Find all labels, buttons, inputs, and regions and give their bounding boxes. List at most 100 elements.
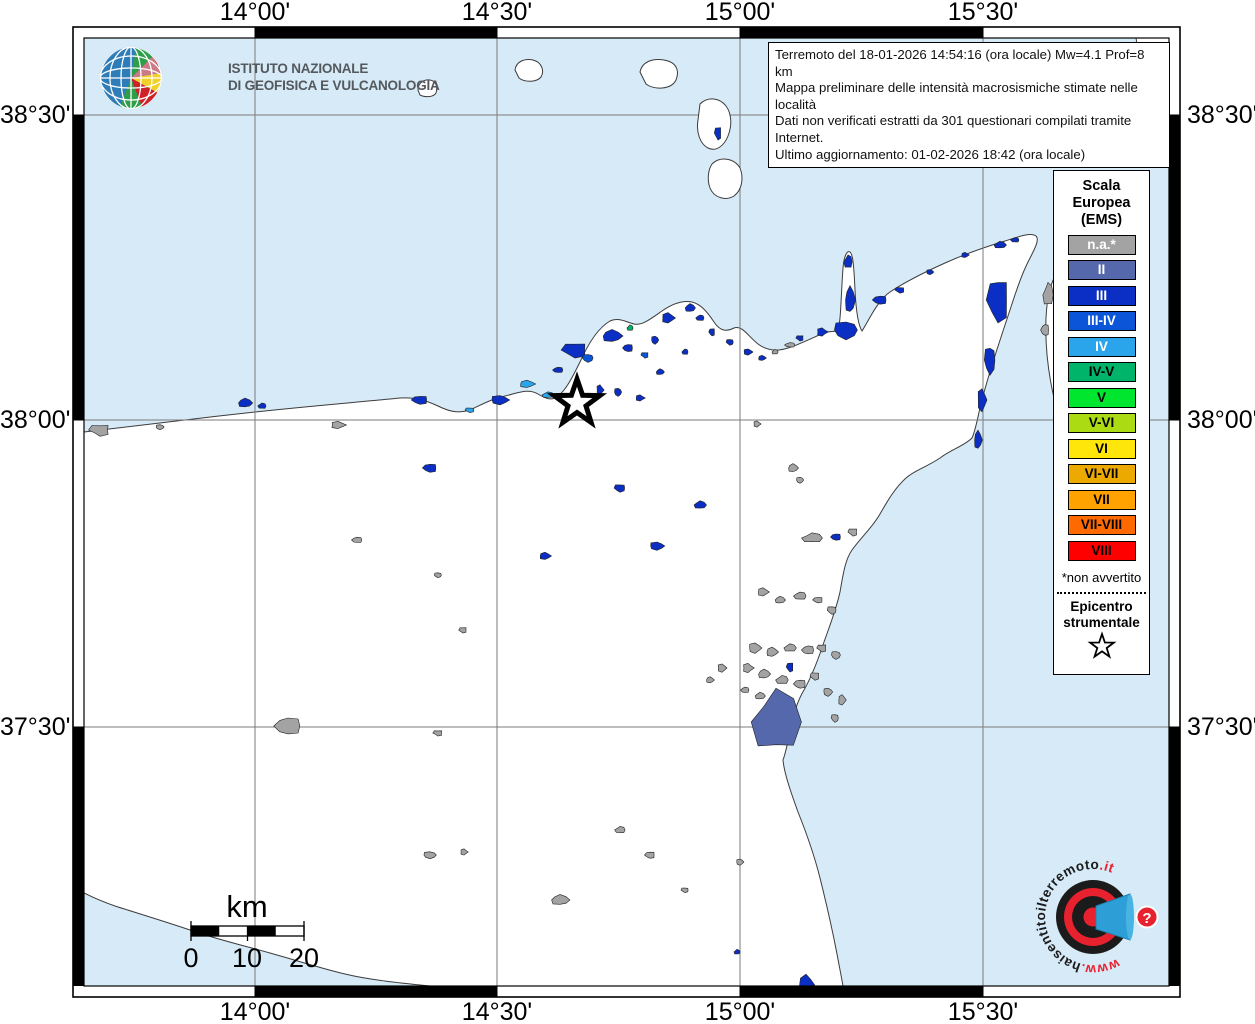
- locality-polygon-III: [681, 348, 689, 355]
- locality-polygon-III: [871, 295, 887, 305]
- locality-polygon-III: [894, 287, 905, 294]
- legend-star-outline-icon: [1086, 630, 1117, 659]
- legend-item-VII: VII: [1067, 489, 1136, 510]
- locality-polygon-na: [838, 694, 847, 706]
- info-line: Terremoto del 18-01-2026 14:54:16 (ora l…: [775, 47, 1145, 79]
- locality-polygon-na: [551, 894, 571, 905]
- scale-bar: km 0 10 20: [183, 889, 319, 973]
- institute-name: ISTITUTO NAZIONALE DI GEOFISICA E VULCAN…: [228, 61, 440, 94]
- locality-polygon-na: [758, 668, 772, 679]
- earthquake-info-box: Terremoto del 18-01-2026 14:54:16 (ora l…: [768, 42, 1170, 169]
- scale-bar-label-20: 20: [289, 943, 319, 973]
- locality-polygon-na: [796, 476, 805, 484]
- locality-polygon-III: [817, 327, 829, 337]
- locality-polygon-na: [644, 851, 655, 859]
- locality-polygon-na: [706, 676, 715, 684]
- legend-title-line: Europea: [1072, 195, 1131, 211]
- axis-label-bottom: 14°30': [461, 998, 533, 1024]
- locality-polygon-III: [708, 328, 715, 337]
- axis-label-left: 37°30': [0, 713, 71, 741]
- institute-name-line2: DI GEOFISICA E VULCANOLOGIA: [228, 77, 440, 93]
- locality-polygon-IV: [464, 407, 475, 414]
- ingv-globe-icon: [100, 47, 162, 109]
- locality-polygon-na: [831, 651, 841, 660]
- locality-polygon-III: [834, 321, 858, 341]
- legend-epicenter-line: Epicentro: [1070, 598, 1133, 614]
- info-line: Dati non verificati estratti da 301 ques…: [775, 113, 1132, 145]
- locality-polygon-III: [1010, 237, 1020, 243]
- locality-polygon-III: [421, 463, 437, 473]
- locality-polygon-III: [830, 533, 841, 541]
- locality-polygon-na: [717, 663, 728, 673]
- info-line: Mappa preliminare delle intensità macros…: [775, 80, 1138, 112]
- locality-polygon-III: [985, 282, 1007, 324]
- locality-polygon-na: [423, 851, 437, 860]
- map-frame: [72, 26, 1181, 998]
- locality-polygon-na: [809, 672, 820, 681]
- legend-item-III: III: [1067, 285, 1136, 306]
- locality-polygon-na: [680, 887, 689, 894]
- locality-polygon-IV: [520, 379, 537, 388]
- axis-label-top: 14°00': [219, 0, 291, 26]
- locality-polygon-III: [635, 394, 646, 402]
- locality-polygon-III: [974, 429, 983, 449]
- locality-polygon-III: [977, 388, 988, 413]
- locality-polygon-III: [238, 397, 254, 408]
- locality-polygon-na: [1042, 281, 1054, 305]
- locality-polygon-na: [792, 679, 806, 689]
- locality-polygon-II: [750, 687, 802, 747]
- locality-polygon-III: [257, 402, 267, 409]
- locality-polygon-III: [410, 396, 427, 405]
- locality-polygon-na: [823, 687, 834, 697]
- locality-polygon-na: [812, 597, 823, 604]
- locality-polygon-III: [733, 948, 741, 955]
- axis-label-bottom: 15°30': [947, 998, 1019, 1024]
- axis-label-top: 15°00': [704, 0, 776, 26]
- locality-polygon-III: [993, 240, 1007, 249]
- locality-polygon-na: [758, 587, 770, 597]
- locality-polygon-III: [552, 366, 564, 373]
- locality-polygon-III: [662, 312, 677, 324]
- locality-polygon-III: [795, 335, 804, 342]
- legend-item-VIII: VIII: [1067, 540, 1136, 561]
- legend-items: n.a.* II III III-IV IV IV-V V V-VI VI VI-VII VII VI…: [1054, 234, 1149, 561]
- locality-polygon-na: [775, 675, 789, 684]
- locality-polygon-na: [433, 572, 442, 579]
- legend-item-VII-VIII: VII-VIII: [1067, 515, 1136, 535]
- locality-polygon-na: [749, 642, 763, 654]
- locality-polygon-na: [788, 463, 799, 472]
- axis-label-top: 15°30': [947, 0, 1019, 26]
- locality-polygon-III: [693, 500, 707, 509]
- locality-polygon-III: [695, 314, 705, 321]
- legend-panel: Scala Europea (EMS) n.a.* II III III-IV IV IV-V…: [1053, 170, 1150, 675]
- locality-polygon-III: [926, 269, 935, 276]
- locality-polygon-III: [758, 354, 767, 361]
- locality-polygon-na: [801, 532, 823, 543]
- locality-polygon-na: [351, 536, 363, 543]
- locality-polygon-na: [816, 644, 827, 653]
- locality-polygon-na: [774, 595, 786, 604]
- scale-bar-label-0: 0: [183, 943, 198, 973]
- legend-item-II: II: [1067, 260, 1136, 280]
- locality-polygon-na: [830, 714, 839, 723]
- locality-polygon-na: [743, 662, 755, 674]
- legend-item-IV-V: IV-V: [1067, 362, 1136, 382]
- legend-title: Scala Europea (EMS): [1054, 178, 1149, 229]
- legend-epicenter-line: strumentale: [1063, 614, 1140, 630]
- locality-polygon-na: [826, 606, 837, 615]
- locality-polygon-na: [1040, 324, 1049, 336]
- locality-polygon-na: [771, 348, 779, 355]
- locality-polygon-III: [650, 541, 666, 551]
- locality-polygon-na: [88, 425, 109, 437]
- legend-title-line: (EMS): [1080, 212, 1123, 228]
- axis-label-bottom: 14°00': [219, 998, 291, 1024]
- locality-polygon-na: [273, 717, 301, 735]
- locality-polygon-III: [491, 395, 511, 406]
- locality-polygon-na: [847, 528, 857, 537]
- scale-bar-label-10: 10: [232, 943, 262, 973]
- locality-polygon-III-IV: [582, 354, 594, 363]
- aeolian-islands: [417, 59, 743, 199]
- locality-polygon-na: [458, 627, 467, 634]
